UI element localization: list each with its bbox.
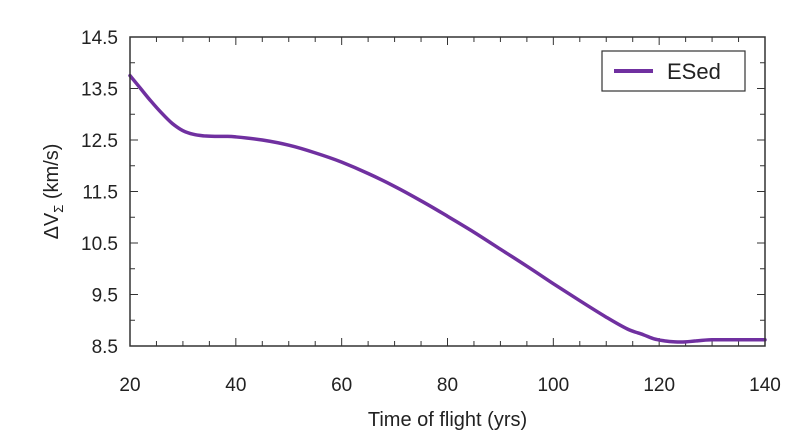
x-tick-labels: 20 40 60 80 100 120 140 <box>119 375 780 396</box>
legend-label: ESed <box>667 59 721 84</box>
y-tick-label: 13.5 <box>81 80 118 101</box>
y-tick-labels: 8.5 9.5 10.5 11.5 12.5 13.5 14.5 <box>81 28 118 358</box>
y-axis-title: ΔVΣ (km/s) <box>41 144 66 240</box>
y-tick-label: 12.5 <box>81 131 118 152</box>
plot-area-frame <box>129 36 766 347</box>
x-tick-label: 80 <box>437 375 458 396</box>
y-tick-label: 9.5 <box>92 286 118 307</box>
y-tick-label: 10.5 <box>81 234 118 255</box>
x-tick-label: 60 <box>331 375 352 396</box>
y-axis-title-main: ΔV <box>41 212 63 239</box>
x-axis-title: Time of flight (yrs) <box>368 409 527 431</box>
x-tick-label: 120 <box>643 375 675 396</box>
series-line-0 <box>128 73 767 344</box>
x-tick-label: 100 <box>537 375 569 396</box>
y-axis-title-unit: (km/s) <box>41 144 63 205</box>
y-tick-label: 8.5 <box>92 337 118 358</box>
y-tick-label: 11.5 <box>82 183 118 204</box>
x-tick-label: 40 <box>225 375 246 396</box>
legend: ESed <box>601 50 746 92</box>
x-tick-label: 20 <box>119 375 140 396</box>
y-axis-title-sub: Σ <box>51 205 66 213</box>
y-tick-label: 14.5 <box>81 28 118 49</box>
series-layer <box>128 73 767 344</box>
x-tick-label: 140 <box>749 375 781 396</box>
